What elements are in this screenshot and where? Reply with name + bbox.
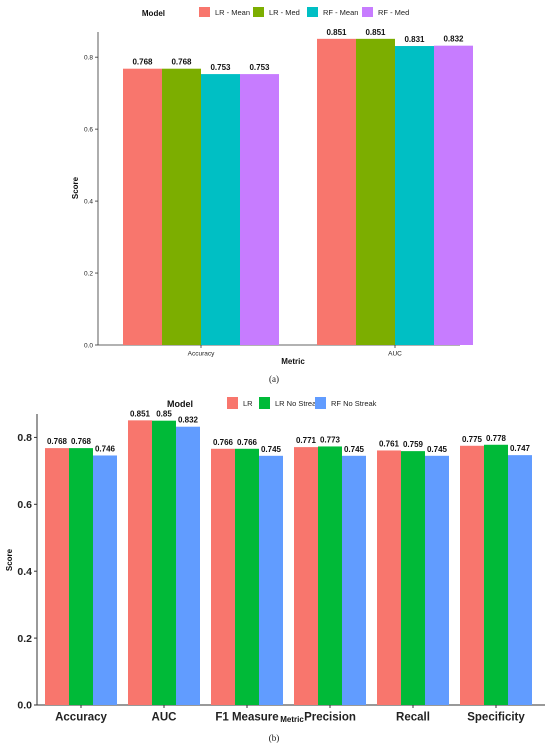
data-label: 0.773 bbox=[320, 435, 341, 444]
bar-f1-measure-1 bbox=[211, 448, 235, 705]
legend-label-2: LR - Med bbox=[269, 8, 300, 17]
x-axis-title: Metric bbox=[281, 357, 305, 366]
chart-panel-a: Model LR - Mean LR - Med RF - Mean RF - Med 0… bbox=[71, 7, 473, 384]
x-tick-label: Accuracy bbox=[55, 712, 107, 724]
data-label: 0.766 bbox=[213, 438, 234, 447]
bar-accuracy-1 bbox=[45, 448, 69, 705]
data-label: 0.851 bbox=[326, 28, 347, 37]
bar-precision-1 bbox=[294, 447, 318, 705]
data-label: 0.832 bbox=[443, 35, 464, 44]
x-tick-label: AUC bbox=[388, 351, 402, 358]
bar-precision-3 bbox=[342, 455, 366, 705]
bar-f1-measure-2 bbox=[235, 448, 259, 705]
bar-recall-1 bbox=[377, 450, 401, 705]
y-tick-label: 0.4 bbox=[84, 198, 93, 205]
legend-swatch-4 bbox=[362, 7, 373, 17]
bar-auc-1 bbox=[317, 38, 356, 345]
data-label: 0.759 bbox=[403, 440, 424, 449]
data-label: 0.768 bbox=[132, 58, 153, 67]
legend-swatch-3 bbox=[315, 397, 326, 409]
panel-label: (a) bbox=[269, 374, 279, 384]
bar-accuracy-1 bbox=[123, 68, 162, 346]
legend-label-1: LR - Mean bbox=[215, 8, 250, 17]
data-label: 0.768 bbox=[47, 437, 68, 446]
bar-specificity-2 bbox=[484, 444, 508, 705]
legend-swatch-1 bbox=[227, 397, 238, 409]
data-label: 0.746 bbox=[95, 444, 116, 453]
x-axis-title: Metric bbox=[280, 715, 304, 724]
bar-auc-2 bbox=[356, 38, 395, 345]
legend-label-1: LR bbox=[243, 399, 253, 408]
bar-recall-3 bbox=[425, 455, 449, 705]
legend-title: Model bbox=[167, 399, 193, 409]
data-label: 0.768 bbox=[171, 58, 192, 67]
legend-swatch-2 bbox=[253, 7, 264, 17]
bar-auc-3 bbox=[176, 426, 200, 705]
y-tick-label: 0.0 bbox=[17, 700, 32, 712]
x-tick-label: F1 Measure bbox=[215, 712, 278, 724]
legend-label-4: RF - Med bbox=[378, 8, 409, 17]
y-tick-label: 0.6 bbox=[17, 499, 32, 511]
bar-accuracy-2 bbox=[69, 448, 93, 705]
legend-label-2: LR No Streak bbox=[275, 399, 320, 408]
bar-auc-4 bbox=[434, 45, 473, 345]
legend-swatch-3 bbox=[307, 7, 318, 17]
y-tick-label: 0.4 bbox=[17, 566, 32, 578]
legend-label-3: RF No Streak bbox=[331, 399, 377, 408]
y-tick-label: 0.6 bbox=[84, 126, 93, 133]
bar-recall-2 bbox=[401, 451, 425, 705]
y-tick-label: 0.2 bbox=[17, 633, 32, 645]
bar-specificity-3 bbox=[508, 455, 532, 705]
bar-precision-2 bbox=[318, 446, 342, 705]
x-tick-label: Recall bbox=[396, 712, 430, 724]
bar-f1-measure-3 bbox=[259, 455, 283, 705]
data-label: 0.766 bbox=[237, 438, 258, 447]
y-axis-title: Score bbox=[71, 176, 80, 199]
data-label: 0.745 bbox=[427, 445, 448, 454]
legend-label-3: RF - Mean bbox=[323, 8, 358, 17]
data-label: 0.85 bbox=[156, 410, 172, 419]
y-tick-label: 0.8 bbox=[84, 54, 93, 61]
y-tick-label: 0.8 bbox=[17, 432, 32, 444]
chart-panel-b: Model LR LR No Streak RF No Streak 0.0 0.2 0.4… bbox=[5, 397, 545, 743]
legend-swatch-1 bbox=[199, 7, 210, 17]
y-tick-label: 0.0 bbox=[84, 342, 93, 349]
y-tick-label: 0.2 bbox=[84, 270, 93, 277]
data-label: 0.771 bbox=[296, 436, 317, 445]
data-label: 0.747 bbox=[510, 444, 531, 453]
data-label: 0.753 bbox=[249, 63, 270, 72]
data-label: 0.745 bbox=[261, 445, 282, 454]
bar-accuracy-2 bbox=[162, 68, 201, 346]
data-label: 0.775 bbox=[462, 435, 483, 444]
legend-title: Model bbox=[142, 9, 165, 18]
bar-auc-2 bbox=[152, 420, 176, 705]
bar-accuracy-3 bbox=[93, 455, 117, 705]
bar-accuracy-3 bbox=[201, 74, 240, 345]
data-label: 0.778 bbox=[486, 434, 507, 443]
x-tick-label: Accuracy bbox=[188, 351, 215, 358]
data-label: 0.745 bbox=[344, 445, 365, 454]
x-tick-label: AUC bbox=[152, 712, 177, 724]
data-label: 0.851 bbox=[130, 409, 151, 418]
x-tick-label: Precision bbox=[304, 712, 356, 724]
bar-auc-3 bbox=[395, 46, 434, 345]
bar-auc-1 bbox=[128, 420, 152, 705]
data-label: 0.753 bbox=[210, 63, 231, 72]
data-label: 0.761 bbox=[379, 439, 400, 448]
data-label: 0.768 bbox=[71, 437, 92, 446]
data-label: 0.832 bbox=[178, 416, 199, 425]
panel-label: (b) bbox=[269, 733, 280, 743]
bar-specificity-1 bbox=[460, 445, 484, 705]
bar-accuracy-4 bbox=[240, 74, 279, 345]
x-tick-label: Specificity bbox=[467, 712, 525, 724]
data-label: 0.831 bbox=[404, 35, 425, 44]
data-label: 0.851 bbox=[365, 28, 386, 37]
legend-swatch-2 bbox=[259, 397, 270, 409]
y-axis-title: Score bbox=[5, 548, 14, 571]
